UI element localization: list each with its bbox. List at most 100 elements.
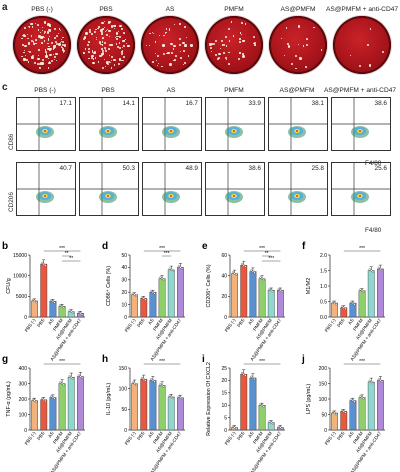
x-tick-label: PMFM	[252, 318, 264, 332]
bacterial-colony	[305, 66, 308, 68]
bar	[31, 400, 38, 431]
bacterial-colony	[163, 34, 165, 36]
bacterial-colony	[26, 38, 29, 40]
flow-group-label: AS	[166, 87, 176, 94]
flow-plot-cd86: 38.6	[331, 97, 391, 151]
x-tick-label: AS@PMFM + anti-CD47	[49, 317, 82, 361]
bacterial-colony	[39, 36, 42, 39]
data-point	[344, 411, 347, 414]
significance-label: ***	[159, 359, 165, 365]
bacterial-colony	[47, 38, 50, 40]
data-point	[241, 371, 244, 375]
bacterial-colony	[123, 31, 125, 34]
bacterial-colony	[24, 26, 27, 29]
bacterial-colony	[113, 24, 116, 28]
bacterial-colony	[148, 44, 150, 47]
bacterial-colony	[25, 55, 27, 57]
bacterial-colony	[40, 41, 43, 44]
bar	[367, 381, 375, 431]
data-point	[341, 305, 344, 308]
bar	[158, 385, 166, 431]
y-axis-label: TNF-α (pg/mL)	[6, 381, 12, 417]
bacterial-colony	[53, 36, 56, 39]
bacterial-colony	[108, 30, 111, 33]
data-point	[179, 266, 182, 269]
flow-group-label: AS@PMFM	[279, 87, 315, 94]
bacterial-colony	[117, 62, 121, 65]
flow-plot-cd86: 16.7	[142, 97, 202, 151]
data-point	[271, 422, 274, 425]
data-point	[31, 398, 35, 401]
significance-label: ***	[359, 359, 365, 365]
x-tick-label: PMFM	[352, 431, 364, 445]
bar	[67, 377, 75, 431]
bacterial-colony	[43, 32, 46, 35]
y-tick-label: 100	[119, 386, 128, 392]
bacterial-colony	[39, 67, 41, 69]
y-tick-label: 15	[221, 391, 227, 397]
data-point	[71, 377, 74, 380]
bar	[231, 273, 238, 318]
bacterial-colony	[149, 32, 151, 34]
data-point	[141, 376, 144, 380]
significance-label: ***	[59, 359, 65, 365]
x-tick-label: PMFM	[152, 431, 164, 445]
bacterial-colony	[239, 38, 241, 40]
data-point	[170, 395, 173, 399]
data-point	[351, 399, 354, 402]
data-point	[61, 382, 64, 385]
bacterial-colony	[102, 36, 104, 39]
data-point	[80, 376, 84, 379]
bacterial-colony	[118, 46, 121, 49]
flow-row2-xlabel: F4/80	[365, 227, 382, 234]
bacterial-colony	[37, 57, 40, 61]
data-point	[270, 289, 273, 292]
bacterial-colony	[30, 56, 34, 59]
bacterial-colony	[105, 33, 108, 37]
y-tick-label: 150	[119, 366, 128, 372]
bacterial-colony	[179, 23, 181, 25]
bacterial-colony	[58, 33, 60, 35]
y-axis-label: CFU/g	[6, 278, 12, 294]
bacterial-colony	[190, 44, 193, 47]
bacterial-colony	[101, 33, 103, 35]
bacterial-colony	[218, 52, 221, 55]
bar	[367, 270, 375, 318]
y-tick-label: 300	[19, 381, 28, 387]
bar	[240, 374, 248, 431]
bacterial-colony	[92, 61, 95, 64]
data-point	[371, 270, 374, 273]
bacterial-colony	[101, 21, 104, 24]
bacterial-colony	[40, 31, 42, 34]
data-point	[141, 296, 144, 299]
y-tick-label: 40	[121, 265, 127, 271]
y-axis-label: IL-10 (pg/mL)	[106, 383, 112, 416]
data-point	[180, 267, 184, 270]
data-point	[142, 297, 145, 300]
data-point	[59, 303, 62, 307]
panel-letter: g	[2, 354, 8, 365]
bacterial-colony	[173, 45, 176, 48]
bacterial-colony	[121, 59, 123, 62]
bacterial-colony	[238, 52, 241, 54]
bacterial-colony	[105, 61, 109, 64]
flow-row2-ylabel: CD206	[8, 192, 15, 212]
data-point	[333, 411, 336, 415]
bacterial-colony	[158, 34, 160, 36]
bacterial-colony	[253, 42, 255, 45]
x-tick-label: AS@PMFM + anti-CD47	[349, 317, 382, 361]
bacterial-colony	[27, 34, 29, 36]
data-point	[150, 378, 153, 381]
bacterial-colony	[254, 42, 257, 45]
bacterial-colony	[152, 32, 155, 35]
flow-plot-cd206: 25.6	[331, 162, 391, 216]
bacterial-colony	[242, 39, 245, 43]
data-point	[377, 266, 380, 269]
bacterial-colony	[83, 52, 85, 54]
x-tick-label: PBS	[236, 318, 245, 328]
bacterial-colony	[152, 60, 154, 63]
y-tick-label: 5	[224, 415, 227, 421]
data-point	[44, 264, 47, 267]
bacterial-colony	[101, 50, 104, 52]
data-point	[68, 309, 71, 312]
